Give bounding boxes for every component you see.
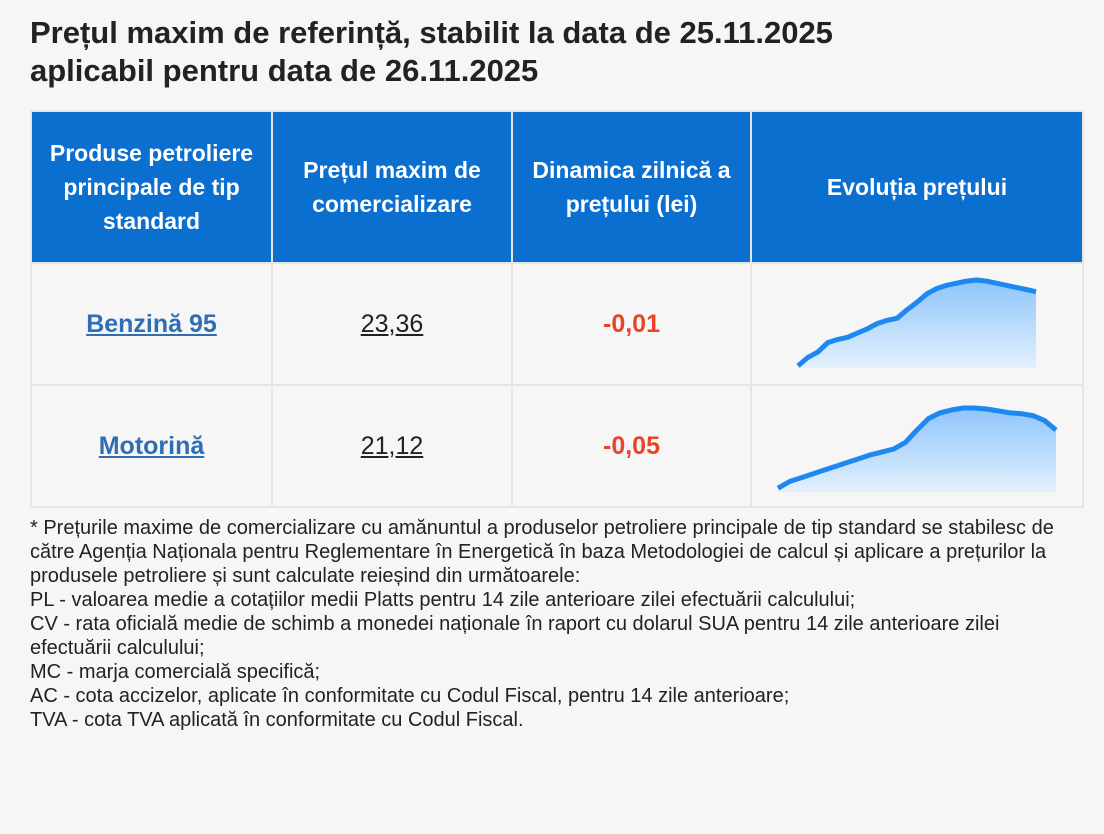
column-header: Dinamica zilnică a prețului (lei) xyxy=(511,110,752,264)
cell: Motorină xyxy=(30,384,273,508)
cell: -0,05 xyxy=(511,384,752,508)
table-body: Benzină 95 23,36 -0,01 Motorină 21,12 -0,05 xyxy=(30,262,1084,508)
table-row: Motorină 21,12 -0,05 xyxy=(30,384,1084,508)
sparkline-line xyxy=(776,405,1058,491)
price-table: Produse petroliere principale de tip sta… xyxy=(30,110,1084,508)
title-line: aplicabil pentru data de 26.11.2025 xyxy=(30,53,539,88)
cell: 21,12 xyxy=(271,384,513,508)
price: 21,12 xyxy=(360,431,424,460)
title: Prețul maxim de referință, stabilit la d… xyxy=(30,14,833,90)
price-change: -0,01 xyxy=(603,309,660,338)
cell: 23,36 xyxy=(271,262,513,386)
sparkline-area xyxy=(798,280,1036,368)
footnote-intro: * Prețurile maxime de comercializare cu … xyxy=(30,517,1054,587)
sparkline-line xyxy=(796,277,1037,368)
cell xyxy=(750,384,1084,508)
cell xyxy=(750,262,1084,386)
cell: Benzină 95 xyxy=(30,262,273,386)
sparkline xyxy=(796,277,1037,368)
product-link[interactable]: Motorină xyxy=(98,431,205,460)
footnote-item: AC - cota accizelor, aplicate în conform… xyxy=(30,685,790,707)
price: 23,36 xyxy=(360,309,424,338)
column-header: Produse petroliere principale de tip sta… xyxy=(30,110,273,264)
cell: -0,01 xyxy=(511,262,752,386)
footnote-item: TVA - cota TVA aplicată în conformitate … xyxy=(30,709,524,731)
column-header: Evoluția prețului xyxy=(750,110,1084,264)
footnote-item: PL - valoarea medie a cotațiilor medii P… xyxy=(30,589,856,611)
title-line: Prețul maxim de referință, stabilit la d… xyxy=(30,15,833,50)
product-link[interactable]: Benzină 95 xyxy=(86,309,217,338)
footnote-item: CV - rata oficială medie de schimb a mon… xyxy=(30,613,1000,659)
sparkline xyxy=(776,405,1058,492)
footnote-item: MC - marja comercială specifică; xyxy=(30,661,321,683)
table-row: Benzină 95 23,36 -0,01 xyxy=(30,262,1084,386)
footnote: * Prețurile maxime de comercializare cu … xyxy=(30,516,1070,732)
column-header: Prețul maxim de comercializare xyxy=(271,110,513,264)
price-change: -0,05 xyxy=(603,431,660,460)
sparkline-area xyxy=(778,408,1056,492)
